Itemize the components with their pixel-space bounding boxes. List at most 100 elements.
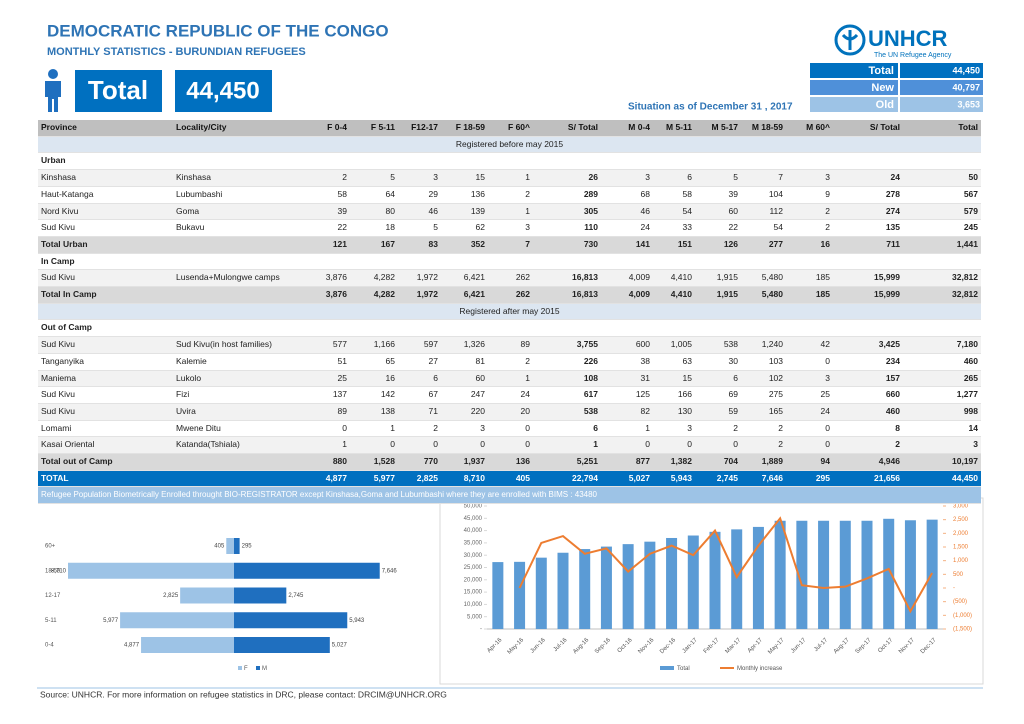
cell-value: 8 bbox=[833, 420, 903, 438]
cell-value: 3 bbox=[903, 436, 981, 455]
x-tick-label: Mar-17 bbox=[725, 637, 743, 655]
grand-total-value: 22,794 bbox=[533, 470, 601, 488]
table-row: Kasai Oriental Katanda(Tshiala) 1 0 0 0 0 1 0 0 0 2… bbox=[38, 436, 981, 455]
cell-value: 998 bbox=[903, 403, 981, 421]
bar bbox=[904, 520, 916, 629]
y-tick-label: 10,000 bbox=[464, 602, 483, 608]
bar bbox=[796, 520, 808, 629]
cell-value: 104 bbox=[741, 186, 786, 204]
column-header: F 18-59 bbox=[441, 120, 488, 137]
cell-value: 110 bbox=[533, 219, 601, 237]
x-tick-label: Apr-16 bbox=[486, 637, 503, 654]
summary-value-box bbox=[900, 97, 983, 112]
bar bbox=[535, 557, 547, 629]
column-header: F 60^ bbox=[488, 120, 533, 137]
bar bbox=[226, 538, 234, 554]
bar bbox=[644, 541, 656, 629]
category-label: 60+ bbox=[45, 544, 56, 550]
cell-value: 139 bbox=[441, 203, 488, 221]
cell-value: 275 bbox=[741, 386, 786, 404]
value-label: 8,710 bbox=[51, 568, 67, 574]
cell-value: 0 bbox=[786, 420, 833, 438]
row-label: Sud Kivu(in host families) bbox=[173, 336, 308, 354]
cell-value: 1 bbox=[488, 370, 533, 388]
cell-value: 0 bbox=[786, 436, 833, 455]
cell-value: 46 bbox=[601, 203, 653, 221]
value-label: 5,027 bbox=[332, 643, 348, 649]
cell-value: 51 bbox=[308, 353, 350, 371]
cell-value: 50 bbox=[903, 169, 981, 187]
cell-value: 1 bbox=[533, 436, 601, 455]
cell-value: 2 bbox=[786, 219, 833, 237]
y2-tick-label: 1,500 bbox=[953, 545, 969, 551]
x-tick-label: Sep-17 bbox=[855, 637, 873, 655]
total-value: 770 bbox=[398, 453, 441, 471]
cell-value: 1 bbox=[350, 420, 398, 438]
legend-label: Total bbox=[677, 666, 690, 672]
table-row: Tanganyika Kalemie 51 65 27 81 2 226 38 63 30 103 0 2… bbox=[38, 353, 981, 371]
cell-value: 80 bbox=[350, 203, 398, 221]
cell-value: 5,480 bbox=[741, 269, 786, 288]
row-label: Kalemie bbox=[173, 353, 308, 371]
legend-swatch bbox=[256, 666, 260, 670]
summary-label-box bbox=[810, 97, 898, 112]
row-label: Tanganyika bbox=[38, 353, 173, 371]
bar bbox=[666, 537, 678, 629]
cell-value: 9 bbox=[786, 186, 833, 204]
cell-value: 24 bbox=[488, 386, 533, 404]
person-icon bbox=[45, 69, 61, 112]
summary-value: 40,797 bbox=[952, 82, 980, 92]
table-row: Sud Kivu Lusenda+Mulongwe camps 3,876 4,282… bbox=[38, 269, 981, 288]
note: Refugee Population Biometrically Enrolle… bbox=[38, 486, 981, 505]
cell-value: 0 bbox=[308, 420, 350, 438]
total-label: Total out of Camp bbox=[38, 453, 308, 471]
cell-value: 22 bbox=[695, 219, 741, 237]
cell-value: 24 bbox=[786, 403, 833, 421]
total-value-box bbox=[175, 70, 272, 112]
column-header: M 5-11 bbox=[653, 120, 695, 137]
table-row: Province Locality/City F 0-4 F 5-11 F12-17 F … bbox=[38, 120, 981, 137]
row-label: Lubumbashi bbox=[173, 186, 308, 204]
column-header: F12-17 bbox=[398, 120, 441, 137]
logo-name: UNHCR bbox=[868, 26, 948, 51]
cell-value: 7,180 bbox=[903, 336, 981, 354]
bar bbox=[687, 535, 699, 629]
cell-value: 1 bbox=[308, 436, 350, 455]
column-header: Total bbox=[903, 120, 981, 137]
category-label: 5-11 bbox=[45, 618, 57, 624]
total-value: 10,197 bbox=[903, 453, 981, 471]
column-header: F 0-4 bbox=[308, 120, 350, 137]
cell-value: 1 bbox=[488, 203, 533, 221]
bar bbox=[141, 637, 234, 653]
cell-value: 135 bbox=[833, 219, 903, 237]
total-value: 126 bbox=[695, 236, 741, 254]
cell-value: 1,326 bbox=[441, 336, 488, 354]
x-tick-label: Sep-16 bbox=[594, 637, 612, 655]
value-label: 7,646 bbox=[382, 568, 398, 574]
category-label: 12-17 bbox=[45, 593, 61, 599]
y2-tick-label: (1,500) bbox=[953, 627, 972, 633]
cell-value: 4,009 bbox=[601, 269, 653, 288]
total-value: 730 bbox=[533, 236, 601, 254]
grand-total-value: 5,027 bbox=[601, 470, 653, 488]
cell-value: 3,876 bbox=[308, 269, 350, 288]
cell-value: 617 bbox=[533, 386, 601, 404]
total-value: 6,421 bbox=[441, 286, 488, 304]
cell-value: 33 bbox=[653, 219, 695, 237]
y-tick-label: 35,000 bbox=[464, 540, 483, 546]
cell-value: 660 bbox=[833, 386, 903, 404]
total-value: 1,889 bbox=[741, 453, 786, 471]
row-label: Sud Kivu bbox=[38, 403, 173, 421]
row-label: Uvira bbox=[173, 403, 308, 421]
cell-value: 1,240 bbox=[741, 336, 786, 354]
table-row: Sud Kivu Fizi 137 142 67 247 24 617 125 166 69 275 2… bbox=[38, 386, 981, 404]
summary-value: 44,450 bbox=[952, 65, 980, 75]
legend-label: Monthly increase bbox=[737, 666, 783, 672]
cell-value: 16,813 bbox=[533, 269, 601, 288]
cell-value: 54 bbox=[653, 203, 695, 221]
x-tick-label: May-17 bbox=[767, 637, 786, 656]
table-row: Total In Camp 3,876 4,282 1,972 6,421 262 16,8… bbox=[38, 286, 981, 304]
column-header: S/ Total bbox=[833, 120, 903, 137]
cell-value: 5 bbox=[350, 169, 398, 187]
y-tick-label: 15,000 bbox=[464, 590, 483, 596]
